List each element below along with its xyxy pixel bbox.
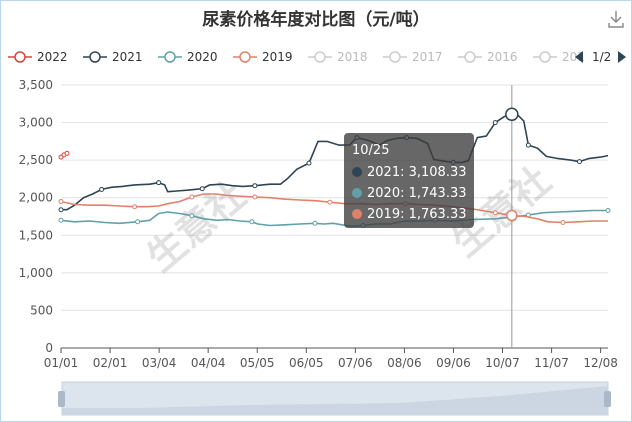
legend-item-2022[interactable]: 2022 [8, 50, 68, 64]
legend-item-2018[interactable]: 2018 [308, 50, 368, 64]
legend-page-indicator: 1/2 [592, 50, 611, 64]
tooltip-row: 2021: 3,108.33 [367, 165, 467, 180]
legend-label: 2021 [112, 50, 143, 64]
data-point [199, 186, 205, 192]
x-tick-label: 09/06 [436, 356, 471, 370]
data-point [492, 120, 498, 126]
legend-item-2016[interactable]: 2016 [458, 50, 518, 64]
data-point [252, 194, 258, 200]
x-tick-label: 04/04 [191, 356, 226, 370]
x-tick-label: 07/06 [338, 356, 373, 370]
data-point [327, 199, 333, 205]
legend-label: 201 [562, 50, 585, 64]
highlight-point-2019 [506, 209, 518, 222]
legend-marker [239, 51, 251, 63]
legend-marker [89, 51, 101, 63]
x-tick-label: 03/04 [142, 356, 177, 370]
legend-item-2020[interactable]: 2020 [158, 50, 218, 64]
legend-next-icon[interactable] [618, 51, 626, 63]
x-tick-label: 10/07 [485, 356, 520, 370]
legend-prev-icon[interactable] [575, 51, 583, 63]
data-point [99, 186, 105, 192]
data-point [189, 213, 195, 219]
x-tick-label: 06/05 [289, 356, 324, 370]
legend-item-201[interactable]: 201 [533, 50, 585, 64]
legend-marker [539, 51, 551, 63]
data-point [312, 220, 318, 226]
x-tick-label: 08/06 [387, 356, 422, 370]
series-line-2019 [60, 193, 608, 224]
y-tick-label: 3,500 [19, 78, 53, 92]
legend-marker [164, 51, 176, 63]
data-point [560, 220, 566, 226]
tooltip-title: 10/25 [352, 143, 389, 158]
data-point [64, 150, 70, 156]
zoom-handle-left[interactable] [58, 391, 65, 407]
legend-label: 2018 [337, 50, 368, 64]
data-point [58, 198, 64, 204]
data-point [252, 183, 258, 189]
legend-marker [464, 51, 476, 63]
legend-item-2017[interactable]: 2017 [383, 50, 443, 64]
legend-marker [389, 51, 401, 63]
tooltip-marker [352, 188, 362, 198]
data-point [525, 142, 531, 148]
tooltip: 10/25 2021: 3,108.33 2020: 1,743.33 2019: 1… [344, 133, 474, 228]
tooltip-marker [352, 209, 362, 219]
y-axis: 0 500 1,000 1,500 2,000 2,500 3,000 3,500 [19, 78, 53, 355]
legend-item-2021[interactable]: 2021 [83, 50, 143, 64]
x-tick-label: 02/01 [93, 356, 128, 370]
data-point [605, 207, 611, 213]
x-tick-label: 12/08 [583, 356, 618, 370]
data-point [156, 180, 162, 186]
legend-label: 2020 [187, 50, 218, 64]
legend-label: 2022 [37, 50, 68, 64]
y-tick-label: 2,000 [19, 191, 53, 205]
download-icon[interactable] [608, 11, 624, 28]
y-tick-label: 500 [30, 303, 53, 317]
x-axis: 01/01 02/01 03/04 04/04 05/05 06/05 07/06 08/06… [44, 348, 618, 370]
y-tick-label: 0 [45, 341, 53, 355]
chart-title: 尿素价格年度对比图（元/吨） [202, 9, 429, 30]
tooltip-marker [352, 167, 362, 177]
legend-label: 2019 [262, 50, 293, 64]
x-tick-label: 01/01 [44, 356, 79, 370]
data-point [249, 219, 255, 225]
legend-marker [14, 51, 26, 63]
zoom-handle-right[interactable] [604, 391, 611, 407]
axis-pointer [505, 85, 519, 348]
legend-item-2019[interactable]: 2019 [233, 50, 293, 64]
data-point [135, 219, 141, 225]
data-zoom-slider[interactable] [58, 381, 611, 416]
data-point [58, 207, 64, 213]
y-tick-label: 1,500 [19, 228, 53, 242]
y-tick-label: 1,000 [19, 266, 53, 280]
legend: 2022 2021 2020 2019 2018 2017 2016 201 [8, 50, 585, 64]
tooltip-row: 2020: 1,743.33 [367, 186, 467, 201]
data-point [189, 194, 195, 200]
tooltip-row: 2019: 1,763.33 [367, 207, 467, 222]
y-tick-label: 3,000 [19, 116, 53, 130]
x-tick-label: 11/07 [534, 356, 569, 370]
data-point [576, 159, 582, 165]
y-tick-label: 2,500 [19, 153, 53, 167]
series-2022 [58, 150, 70, 160]
x-tick-label: 05/05 [240, 356, 275, 370]
data-point [492, 210, 498, 216]
legend-label: 2017 [412, 50, 443, 64]
legend-label: 2016 [487, 50, 518, 64]
legend-marker [314, 51, 326, 63]
data-point [58, 217, 64, 223]
tooltip-box [344, 133, 474, 228]
grid [61, 84, 608, 349]
data-point [306, 160, 312, 166]
data-point [132, 204, 138, 210]
highlight-point-2021 [505, 107, 519, 122]
